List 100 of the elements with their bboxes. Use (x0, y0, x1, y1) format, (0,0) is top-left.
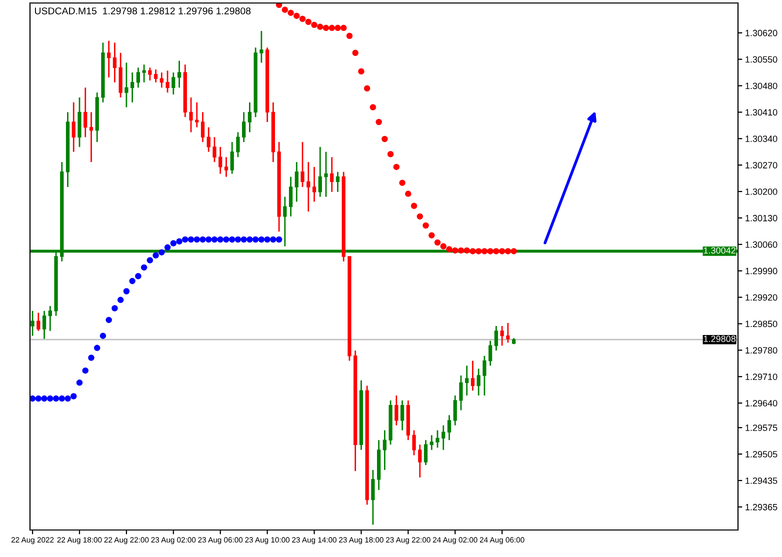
point (440, 243, 446, 250)
point (305, 18, 312, 26)
candlestick (394, 394, 398, 426)
point (410, 202, 418, 209)
candlestick (288, 176, 293, 218)
candlestick (36, 312, 40, 332)
candlestick (224, 156, 228, 178)
candlestick (124, 62, 128, 108)
candlestick (107, 40, 111, 78)
point (52, 395, 60, 402)
point (205, 236, 212, 243)
point (282, 6, 288, 13)
candlestick (424, 439, 428, 466)
point (146, 257, 154, 264)
point (100, 332, 106, 339)
y-tick-label: 1.30270 (746, 162, 778, 168)
point (481, 248, 488, 254)
y-tick-label: 1.30480 (746, 82, 778, 90)
y-tick-label: 1.30410 (746, 109, 778, 116)
point (328, 24, 335, 32)
point (88, 354, 94, 361)
point (112, 305, 118, 312)
candlestick (371, 469, 375, 526)
point (487, 248, 494, 254)
candlestick (248, 102, 252, 133)
candlestick (130, 72, 134, 104)
y-tick-label: 1.29990 (746, 268, 778, 274)
candlestick (442, 424, 446, 451)
candlestick (154, 68, 158, 84)
point (76, 380, 83, 386)
point (340, 24, 347, 32)
candlestick (30, 310, 34, 337)
point (346, 32, 353, 39)
candlestick (230, 141, 234, 174)
y-tick-label: 1.29575 (746, 424, 778, 431)
point (276, 3, 282, 8)
y-tick-label: 1.30340 (746, 136, 778, 142)
candlestick (300, 141, 304, 188)
y-tick-label: 1.29365 (746, 504, 778, 510)
point (322, 24, 330, 32)
point (82, 367, 88, 374)
candlestick (436, 430, 440, 448)
point (299, 16, 306, 22)
point (47, 395, 54, 402)
y-tick-label: 1.29435 (746, 477, 778, 484)
point (123, 288, 130, 294)
candlestick (336, 171, 340, 193)
point (264, 236, 270, 243)
ref-line-label: 1.29808 (704, 336, 736, 342)
point (140, 264, 148, 271)
ref-line-label: 1.30042 (704, 247, 736, 254)
point (382, 136, 388, 142)
point (129, 278, 136, 284)
point (376, 118, 382, 126)
point (194, 236, 200, 243)
point (504, 248, 512, 254)
y-tick-label: 1.30130 (746, 214, 778, 222)
point (211, 236, 218, 243)
candlestick (218, 146, 222, 174)
point (434, 239, 441, 246)
point (234, 236, 242, 243)
point (405, 190, 412, 197)
candlestick (72, 102, 76, 153)
point (228, 236, 236, 243)
point (422, 222, 429, 229)
point (170, 240, 177, 246)
point (294, 12, 300, 19)
point (317, 24, 324, 30)
candlestick (324, 151, 328, 198)
point (428, 232, 435, 238)
candlestick (312, 166, 316, 202)
candlestick (488, 340, 492, 366)
y-tick-label: 1.29710 (746, 374, 778, 380)
point (258, 236, 265, 243)
candlestick (189, 96, 193, 133)
candlestick (200, 111, 205, 143)
candlestick (236, 132, 240, 158)
y-tick-label: 1.29505 (746, 451, 778, 458)
candlestick (177, 60, 182, 88)
point (176, 238, 182, 245)
point (240, 236, 247, 243)
point (416, 213, 424, 220)
candlestick (195, 102, 199, 128)
candlestick (42, 310, 46, 340)
point (270, 236, 276, 243)
point (352, 50, 358, 56)
point (188, 236, 194, 243)
point (158, 249, 165, 256)
candlestick (318, 146, 322, 198)
point (30, 395, 36, 402)
candlestick (112, 42, 117, 84)
point (288, 10, 294, 16)
candlestick (418, 444, 422, 478)
y-tick-label: 1.29640 (746, 400, 778, 406)
candlestick (465, 364, 469, 396)
y-tick-label: 1.30550 (746, 56, 778, 63)
point (498, 248, 506, 254)
candlestick (206, 126, 210, 153)
point (493, 248, 500, 254)
point (58, 395, 66, 402)
